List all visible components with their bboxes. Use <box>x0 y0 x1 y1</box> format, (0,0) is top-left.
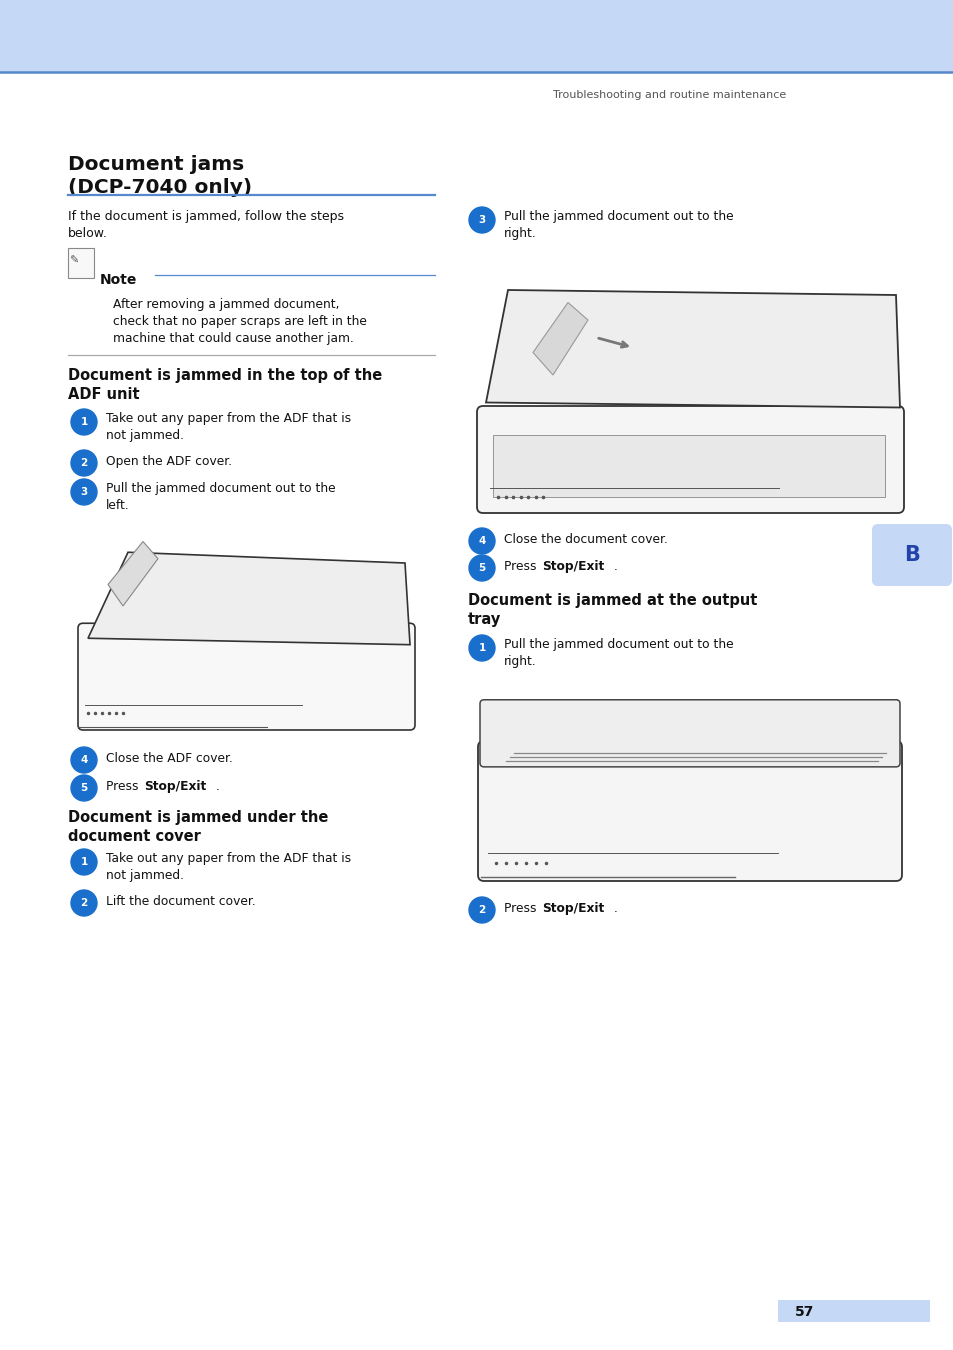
Polygon shape <box>533 302 587 375</box>
Text: Close the document cover.: Close the document cover. <box>503 533 667 545</box>
Text: Document is jammed under the
document cover: Document is jammed under the document co… <box>68 810 328 844</box>
Text: 1: 1 <box>80 417 88 427</box>
Text: Pull the jammed document out to the
right.: Pull the jammed document out to the righ… <box>503 639 733 668</box>
Text: Document jams
(DCP-7040 only): Document jams (DCP-7040 only) <box>68 155 252 197</box>
FancyBboxPatch shape <box>477 741 901 882</box>
Text: Pull the jammed document out to the
right.: Pull the jammed document out to the righ… <box>503 211 733 240</box>
Circle shape <box>469 528 495 554</box>
Text: 57: 57 <box>795 1305 814 1319</box>
Circle shape <box>71 479 97 505</box>
Circle shape <box>469 634 495 662</box>
FancyBboxPatch shape <box>68 248 94 278</box>
Circle shape <box>469 555 495 580</box>
Text: .: . <box>215 780 219 792</box>
Polygon shape <box>88 552 410 645</box>
Text: Stop/Exit: Stop/Exit <box>144 780 206 792</box>
Text: 1: 1 <box>80 857 88 867</box>
Text: Take out any paper from the ADF that is
not jammed.: Take out any paper from the ADF that is … <box>106 412 351 441</box>
Text: 3: 3 <box>477 215 485 225</box>
Text: Document is jammed at the output
tray: Document is jammed at the output tray <box>468 593 757 626</box>
Bar <box>778 1300 929 1322</box>
Text: Lift the document cover.: Lift the document cover. <box>106 895 255 909</box>
Text: Press: Press <box>503 902 539 915</box>
Text: 2: 2 <box>80 458 88 468</box>
Text: Stop/Exit: Stop/Exit <box>541 560 603 572</box>
Text: 5: 5 <box>477 563 485 572</box>
Text: Stop/Exit: Stop/Exit <box>541 902 603 915</box>
FancyBboxPatch shape <box>78 624 415 730</box>
Text: Take out any paper from the ADF that is
not jammed.: Take out any paper from the ADF that is … <box>106 852 351 882</box>
Text: .: . <box>614 902 618 915</box>
Text: Note: Note <box>100 273 137 288</box>
Text: Troubleshooting and routine maintenance: Troubleshooting and routine maintenance <box>553 90 786 100</box>
Bar <box>0 0 953 72</box>
Circle shape <box>71 450 97 477</box>
Circle shape <box>469 896 495 923</box>
Circle shape <box>71 775 97 801</box>
Text: Pull the jammed document out to the
left.: Pull the jammed document out to the left… <box>106 482 335 512</box>
Text: Document is jammed in the top of the
ADF unit: Document is jammed in the top of the ADF… <box>68 369 382 401</box>
Polygon shape <box>485 290 899 408</box>
Text: After removing a jammed document,
check that no paper scraps are left in the
mac: After removing a jammed document, check … <box>112 298 367 346</box>
Circle shape <box>469 207 495 234</box>
Text: Press: Press <box>503 560 539 572</box>
Text: 2: 2 <box>80 898 88 909</box>
Text: Close the ADF cover.: Close the ADF cover. <box>106 752 233 765</box>
FancyBboxPatch shape <box>479 699 899 767</box>
Text: 4: 4 <box>80 755 88 765</box>
Text: If the document is jammed, follow the steps
below.: If the document is jammed, follow the st… <box>68 211 344 240</box>
Text: Open the ADF cover.: Open the ADF cover. <box>106 455 232 468</box>
Text: ✎: ✎ <box>70 256 78 266</box>
FancyBboxPatch shape <box>871 524 951 586</box>
Circle shape <box>71 747 97 774</box>
Bar <box>493 435 884 497</box>
Text: 4: 4 <box>477 536 485 545</box>
Circle shape <box>71 890 97 917</box>
Text: Press: Press <box>106 780 142 792</box>
Circle shape <box>71 849 97 875</box>
Text: B: B <box>903 545 919 566</box>
Circle shape <box>71 409 97 435</box>
Polygon shape <box>108 541 158 606</box>
Text: 2: 2 <box>477 904 485 915</box>
Text: 3: 3 <box>80 487 88 497</box>
FancyBboxPatch shape <box>476 406 903 513</box>
Text: 1: 1 <box>477 643 485 653</box>
Text: 5: 5 <box>80 783 88 792</box>
Text: .: . <box>614 560 618 572</box>
